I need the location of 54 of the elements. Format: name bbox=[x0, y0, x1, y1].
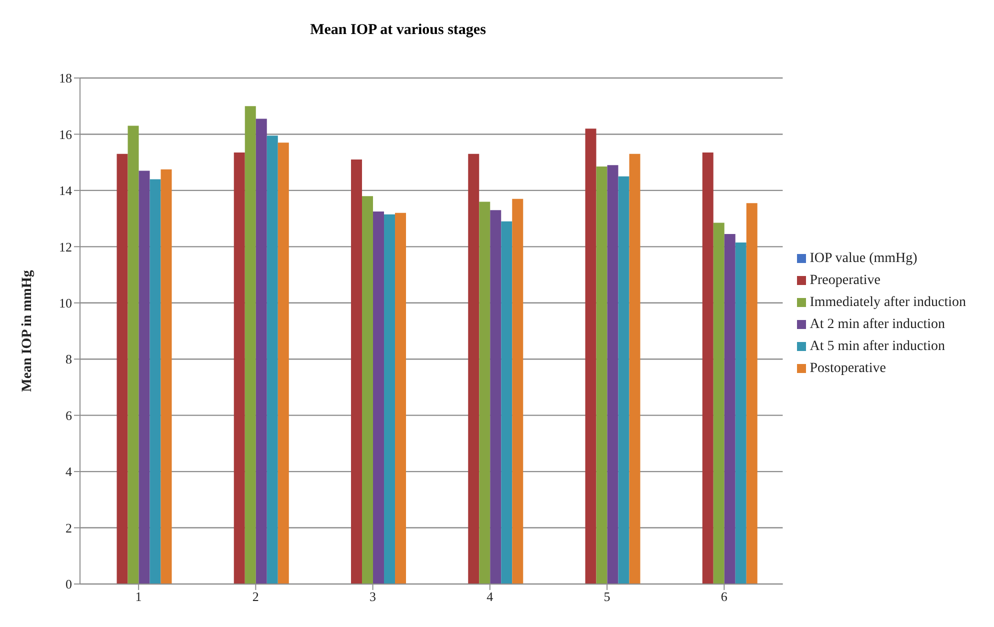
y-tick-label: 2 bbox=[66, 520, 72, 536]
bar bbox=[362, 196, 374, 584]
x-tick-label: 5 bbox=[604, 589, 610, 604]
y-tick-label: 8 bbox=[66, 352, 72, 367]
x-tick-label: 3 bbox=[370, 589, 376, 604]
bar bbox=[373, 212, 384, 584]
bar bbox=[585, 128, 596, 584]
y-tick-label: 18 bbox=[59, 70, 72, 86]
bar bbox=[351, 160, 362, 584]
bar bbox=[384, 214, 396, 584]
bar bbox=[724, 234, 736, 584]
y-tick-label: 0 bbox=[66, 576, 72, 592]
bar bbox=[490, 210, 502, 584]
bar bbox=[746, 203, 758, 584]
bar bbox=[395, 212, 406, 584]
bar bbox=[735, 242, 746, 584]
bar bbox=[629, 154, 640, 584]
bar bbox=[479, 202, 490, 584]
x-tick-label: 4 bbox=[486, 589, 494, 604]
y-tick-label: 16 bbox=[59, 126, 72, 142]
y-tick-label: 6 bbox=[66, 408, 72, 423]
legend-label: Preoperative bbox=[810, 272, 880, 288]
y-tick-label: 12 bbox=[59, 239, 72, 254]
bar bbox=[266, 136, 278, 584]
bar bbox=[702, 152, 714, 584]
y-tick-label: 4 bbox=[66, 464, 72, 480]
bar bbox=[713, 222, 724, 584]
bar bbox=[128, 126, 139, 584]
bar bbox=[160, 169, 172, 584]
bar bbox=[278, 142, 289, 584]
y-axis-title: Mean IOP in mmHg bbox=[20, 270, 35, 392]
bar bbox=[607, 165, 618, 584]
x-tick-label: 1 bbox=[135, 589, 142, 604]
legend-label: At 5 min after induction bbox=[810, 338, 946, 354]
bar bbox=[512, 198, 524, 584]
legend-label: Immediately after induction bbox=[810, 294, 966, 310]
chart-title: Mean IOP at various stages bbox=[309, 22, 487, 39]
bar bbox=[468, 154, 480, 584]
x-tick-label: 6 bbox=[720, 589, 728, 604]
bar bbox=[234, 152, 245, 584]
bar bbox=[256, 118, 267, 584]
y-tick-label: 14 bbox=[59, 183, 72, 198]
bar bbox=[618, 176, 630, 584]
bar bbox=[138, 170, 150, 584]
legend-label: Postoperative bbox=[810, 360, 886, 376]
bar bbox=[596, 166, 608, 584]
x-tick-label: 2 bbox=[252, 589, 259, 604]
bar bbox=[501, 221, 512, 584]
bar bbox=[116, 154, 128, 584]
bar bbox=[150, 179, 161, 584]
legend-label: At 2 min after induction bbox=[810, 316, 946, 332]
legend-label: IOP value (mmHg) bbox=[810, 250, 918, 266]
bar bbox=[244, 106, 256, 584]
y-tick-label: 10 bbox=[59, 296, 72, 311]
